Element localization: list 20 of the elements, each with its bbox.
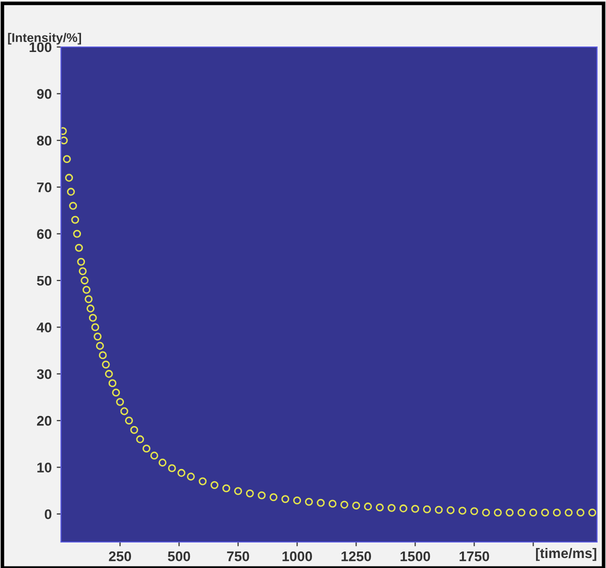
y-tick-label: 60 xyxy=(37,229,52,239)
x-tick-label: 500 xyxy=(168,551,190,562)
x-tick-label: 750 xyxy=(227,551,250,562)
x-axis-title: [time/ms] xyxy=(536,548,596,561)
y-tick-label: 10 xyxy=(37,462,52,472)
y-tick-label: 0 xyxy=(44,509,52,520)
y-tick-label: 20 xyxy=(37,416,52,426)
y-tick-label: 90 xyxy=(37,89,52,99)
x-tick-label: 1000 xyxy=(282,551,312,562)
y-tick-label: 80 xyxy=(36,136,52,146)
x-tick-label: 250 xyxy=(108,551,132,562)
y-axis-title: [Intensity/%] xyxy=(8,32,82,45)
x-tick-label: 1500 xyxy=(400,551,430,562)
y-tick-label: 30 xyxy=(36,369,52,380)
y-tick-label: 100 xyxy=(30,42,52,52)
y-tick-label: 70 xyxy=(37,182,52,192)
x-tick-label: 1750 xyxy=(460,551,490,562)
y-tick-label: 40 xyxy=(36,322,52,332)
x-tick-label: 1250 xyxy=(342,551,372,562)
y-tick-label: 50 xyxy=(36,276,52,286)
